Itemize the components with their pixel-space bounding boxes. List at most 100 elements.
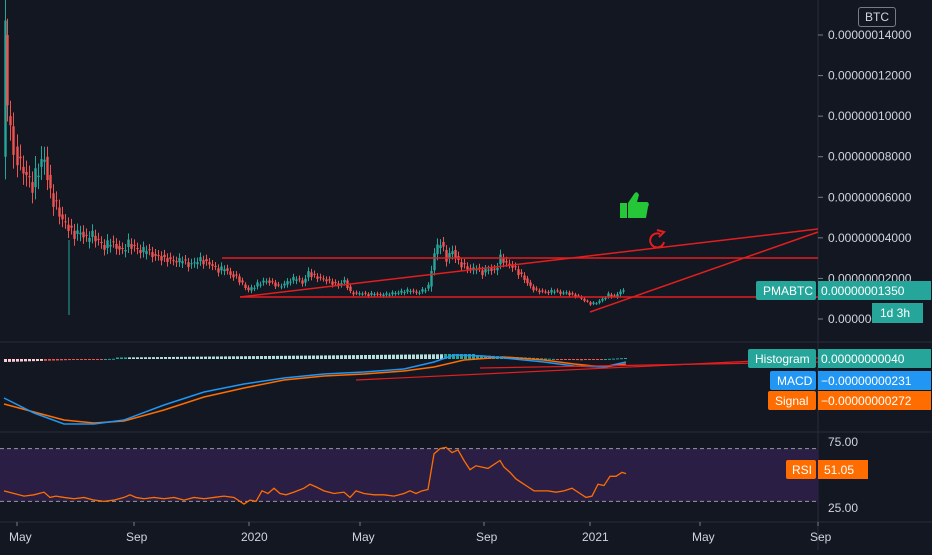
histogram-bar <box>92 359 95 360</box>
histogram-bar <box>60 359 63 361</box>
histogram-bar <box>484 355 487 359</box>
candle <box>376 293 379 295</box>
histogram-bar <box>244 356 247 359</box>
histogram-bar <box>12 359 15 362</box>
histogram-bar <box>96 359 99 360</box>
candle <box>241 280 244 283</box>
candle <box>40 159 43 167</box>
candle <box>220 266 223 271</box>
candle <box>418 292 421 294</box>
rsi-label-bg <box>786 460 816 479</box>
histogram-bar <box>532 357 535 359</box>
candle <box>466 266 469 270</box>
histogram-bar <box>620 358 623 360</box>
histogram-bar <box>616 358 619 360</box>
histogram-bar <box>572 359 575 360</box>
histogram-bar <box>424 354 427 359</box>
candle <box>550 289 553 293</box>
histogram-bar <box>160 357 163 359</box>
candle <box>12 126 15 155</box>
candle <box>499 254 502 265</box>
candle <box>16 146 19 166</box>
histogram-bar <box>248 356 251 359</box>
candle <box>169 257 172 260</box>
candle <box>493 268 496 270</box>
histogram-bar <box>548 358 551 360</box>
histogram-bar <box>308 355 311 359</box>
candle <box>340 283 343 285</box>
histogram-bar <box>320 355 323 359</box>
histogram-bar <box>168 356 171 359</box>
histogram-bar <box>588 359 591 360</box>
candle <box>43 159 46 162</box>
rsi-band <box>0 448 818 502</box>
candle <box>283 283 286 286</box>
x-tick-label: May <box>352 530 375 544</box>
candle <box>205 259 208 262</box>
symbol-badge: PMABTC <box>763 284 813 298</box>
histogram-bar <box>416 354 419 359</box>
histogram-bar <box>444 354 447 359</box>
candle <box>226 268 229 271</box>
candle <box>385 293 388 295</box>
histogram-bar <box>456 354 459 359</box>
histogram-bar <box>472 354 475 359</box>
candle <box>382 294 385 296</box>
candle <box>100 241 103 244</box>
candle <box>520 272 523 274</box>
candle <box>223 269 226 272</box>
histogram-bar <box>44 359 47 361</box>
candle <box>616 294 619 297</box>
candle <box>73 230 76 239</box>
histogram-bar <box>156 357 159 359</box>
histogram-value-bg <box>818 349 931 368</box>
histogram-bar <box>340 355 343 359</box>
histogram-bar <box>292 355 295 359</box>
candle <box>25 171 28 176</box>
histogram-bar <box>584 359 587 360</box>
histogram-bar <box>240 356 243 359</box>
candle <box>343 279 346 283</box>
candle <box>142 247 145 253</box>
y-tick-label: 0.00000008000 <box>828 150 912 164</box>
candle <box>298 278 301 280</box>
candle <box>127 239 130 247</box>
histogram-bar <box>376 354 379 359</box>
trendline-upper <box>239 228 819 298</box>
candle <box>502 258 505 263</box>
histogram-bar <box>4 359 7 362</box>
currency-label[interactable]: BTC <box>858 7 896 27</box>
candle <box>319 276 322 278</box>
histogram-bar <box>64 359 67 361</box>
y-tick-label: 0.00000004000 <box>828 231 912 245</box>
histogram-bar <box>624 358 627 359</box>
histogram-bar <box>556 359 559 360</box>
candle <box>559 291 562 294</box>
candle <box>349 286 352 292</box>
histogram-bar <box>128 357 131 359</box>
signal-label: Signal <box>775 394 808 408</box>
histogram-bar <box>440 354 443 359</box>
histogram-bar <box>180 356 183 359</box>
histogram-bar <box>72 359 75 360</box>
candle <box>622 290 625 292</box>
candle <box>556 290 559 292</box>
candle <box>244 284 247 288</box>
histogram-bar <box>384 354 387 359</box>
histogram-bar <box>116 357 119 359</box>
candle <box>106 240 109 248</box>
candle <box>325 279 328 282</box>
price-badge-bg <box>818 281 931 300</box>
histogram-bar <box>392 354 395 359</box>
x-tick-label: Sep <box>476 530 498 544</box>
candle <box>181 261 184 264</box>
candle <box>160 256 163 261</box>
histogram-bar <box>132 357 135 359</box>
symbol-badge-bg <box>756 281 816 300</box>
candle <box>358 293 361 295</box>
candle <box>544 291 547 293</box>
candle <box>4 20 7 157</box>
histogram-bar <box>404 354 407 359</box>
